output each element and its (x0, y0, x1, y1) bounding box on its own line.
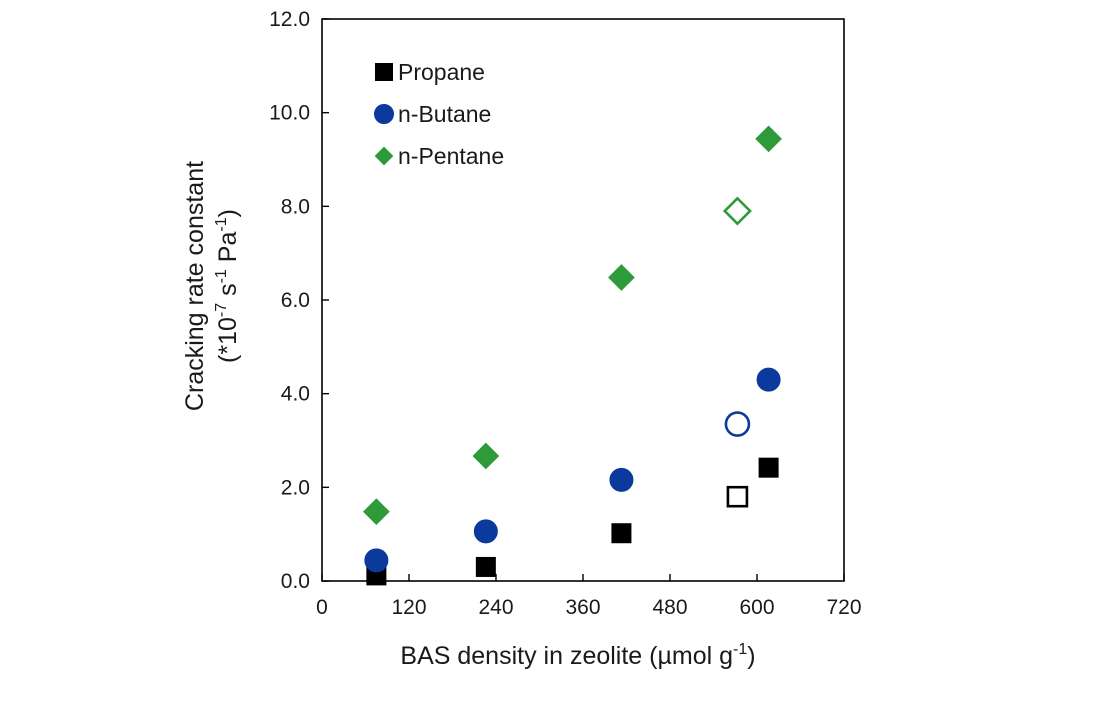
n-butane-point (724, 411, 751, 437)
y-tick-label: 10.0 (269, 102, 310, 125)
x-tick-label: 0 (316, 596, 328, 619)
n-butane-point (756, 367, 781, 392)
legend-label: Propane (398, 59, 485, 85)
legend-marker (374, 104, 394, 124)
n-butane-point (609, 467, 634, 492)
n-butane-point (473, 519, 498, 544)
y-axis-ticks: 0.0 2.0 4.0 6.0 8.0 10.0 12.0 (269, 8, 329, 593)
data-points (363, 125, 782, 586)
legend: Propane n-Butane n-Pentane (374, 59, 504, 169)
propane-point (758, 457, 779, 478)
x-tick-label: 480 (652, 596, 687, 619)
n-butane-point (364, 548, 389, 573)
propane-point (475, 556, 496, 577)
legend-marker (375, 63, 393, 81)
y-tick-label: 2.0 (281, 476, 310, 499)
y-tick-label: 4.0 (281, 383, 310, 406)
propane-point (726, 485, 749, 508)
x-tick-label: 120 (391, 596, 426, 619)
legend-label: n-Butane (398, 101, 491, 127)
y-axis-title-line2: (*10-7 s-1 Pa-1) (213, 209, 242, 363)
n-pentane-point (363, 498, 390, 526)
propane-point (611, 523, 632, 544)
x-axis-ticks: 0 120 240 360 480 600 720 (316, 574, 862, 619)
y-tick-label: 0.0 (281, 570, 310, 593)
x-tick-label: 600 (739, 596, 774, 619)
y-axis-title-line1: Cracking rate constant (181, 161, 209, 411)
legend-label: n-Pentane (398, 143, 504, 169)
legend-marker (374, 146, 394, 166)
n-pentane-point (608, 264, 635, 291)
x-tick-label: 720 (826, 596, 861, 619)
y-tick-label: 12.0 (269, 8, 310, 31)
x-tick-label: 360 (565, 596, 600, 619)
n-pentane-point (722, 196, 752, 226)
y-tick-label: 6.0 (281, 289, 310, 312)
y-tick-label: 8.0 (281, 195, 310, 218)
x-tick-label: 240 (478, 596, 513, 619)
x-axis-title: BAS density in zeolite (µmol g-1) (400, 641, 755, 670)
n-pentane-point (755, 125, 782, 153)
n-pentane-point (472, 442, 500, 470)
